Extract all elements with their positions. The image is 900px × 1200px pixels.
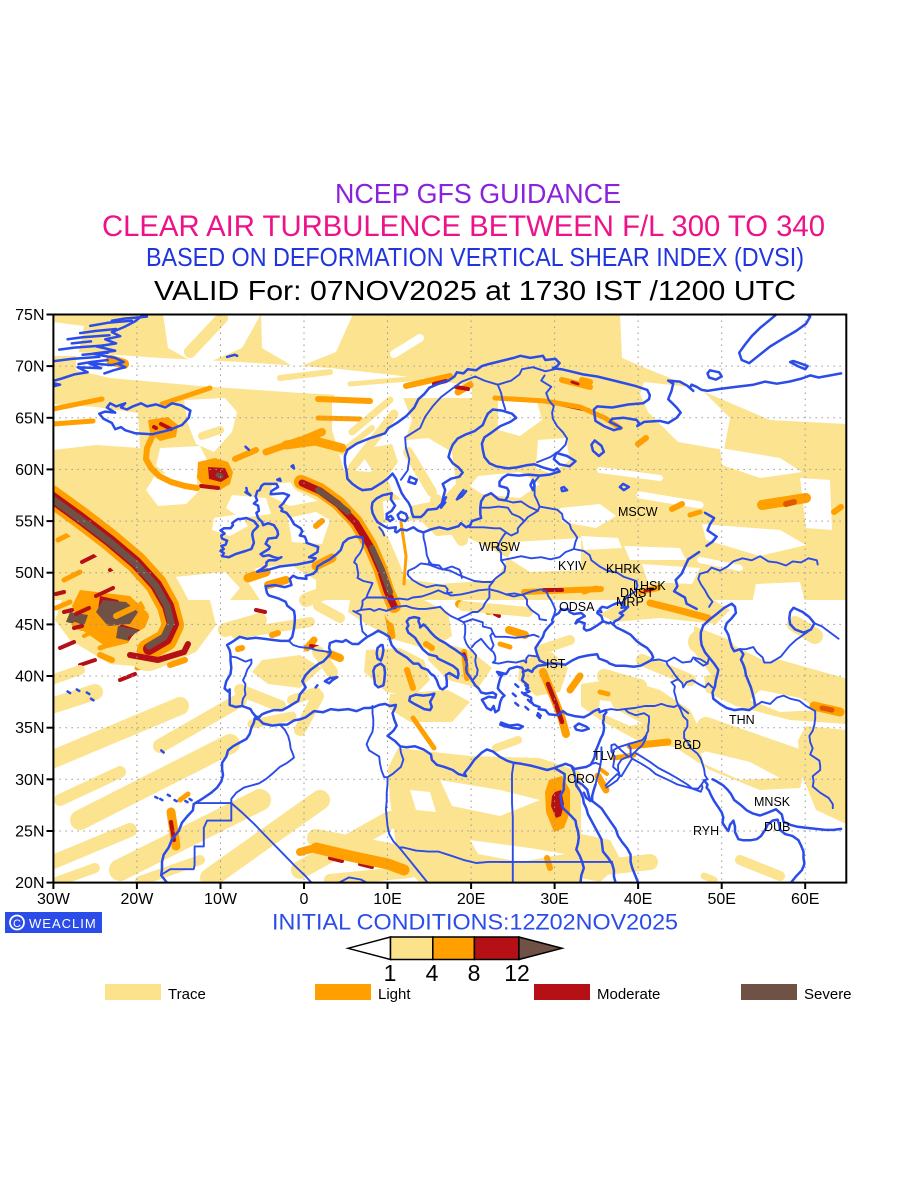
svg-text:NCEP GFS GUIDANCE: NCEP GFS GUIDANCE <box>335 178 621 209</box>
svg-text:C: C <box>13 918 21 930</box>
svg-text:75N: 75N <box>15 307 44 324</box>
svg-text:CRO: CRO <box>567 772 595 786</box>
svg-text:50N: 50N <box>15 565 44 582</box>
svg-text:DNST: DNST <box>620 586 654 600</box>
svg-text:20E: 20E <box>457 891 485 908</box>
svg-text:BASED ON DEFORMATION VERTICAL: BASED ON DEFORMATION VERTICAL SHEAR INDE… <box>146 242 804 272</box>
svg-text:12: 12 <box>504 960 530 986</box>
svg-text:VALID For: 07NOV2025 at 1730 I: VALID For: 07NOV2025 at 1730 IST /1200 U… <box>154 275 796 306</box>
svg-text:Moderate: Moderate <box>597 986 660 1003</box>
svg-text:40N: 40N <box>15 669 44 686</box>
svg-text:70N: 70N <box>15 359 44 376</box>
svg-text:45N: 45N <box>15 617 44 634</box>
svg-text:40E: 40E <box>624 891 652 908</box>
svg-text:CLEAR AIR TURBULENCE BETWEEN F: CLEAR AIR TURBULENCE BETWEEN F/L 300 TO … <box>102 210 825 243</box>
svg-text:MNSK: MNSK <box>754 795 791 809</box>
svg-text:BGD: BGD <box>674 738 701 752</box>
svg-text:0: 0 <box>300 891 309 908</box>
svg-text:35N: 35N <box>15 720 44 737</box>
svg-text:Severe: Severe <box>804 986 852 1003</box>
svg-text:KHRK: KHRK <box>606 562 641 576</box>
svg-text:Trace: Trace <box>168 986 206 1003</box>
svg-text:10W: 10W <box>204 891 238 908</box>
svg-text:INITIAL CONDITIONS:12Z02NOV202: INITIAL CONDITIONS:12Z02NOV2025 <box>272 910 678 935</box>
svg-text:1: 1 <box>384 960 397 986</box>
svg-text:THN: THN <box>729 713 755 727</box>
svg-text:WRSW: WRSW <box>479 540 520 554</box>
svg-text:60N: 60N <box>15 462 44 479</box>
svg-text:MRP: MRP <box>616 595 644 609</box>
svg-text:MSCW: MSCW <box>618 505 658 519</box>
svg-text:25N: 25N <box>15 824 44 841</box>
svg-text:KYIV: KYIV <box>558 559 587 573</box>
svg-text:8: 8 <box>468 960 481 986</box>
svg-text:30N: 30N <box>15 772 44 789</box>
svg-text:WEACLIM: WEACLIM <box>29 916 97 931</box>
svg-text:LHSK: LHSK <box>633 579 666 593</box>
svg-text:50E: 50E <box>707 891 735 908</box>
svg-text:55N: 55N <box>15 514 44 531</box>
svg-text:Light: Light <box>378 986 411 1003</box>
svg-text:4: 4 <box>426 960 439 986</box>
svg-text:20W: 20W <box>120 891 154 908</box>
svg-text:65N: 65N <box>15 410 44 427</box>
svg-text:30W: 30W <box>37 891 71 908</box>
svg-text:10E: 10E <box>373 891 401 908</box>
svg-text:60E: 60E <box>791 891 819 908</box>
svg-text:DUB: DUB <box>764 820 790 834</box>
svg-text:IST: IST <box>546 657 566 671</box>
svg-text:30E: 30E <box>540 891 568 908</box>
svg-text:ODSA: ODSA <box>559 600 595 614</box>
svg-text:TLV: TLV <box>593 749 616 763</box>
svg-text:RYH: RYH <box>693 824 719 838</box>
svg-text:20N: 20N <box>15 875 44 892</box>
